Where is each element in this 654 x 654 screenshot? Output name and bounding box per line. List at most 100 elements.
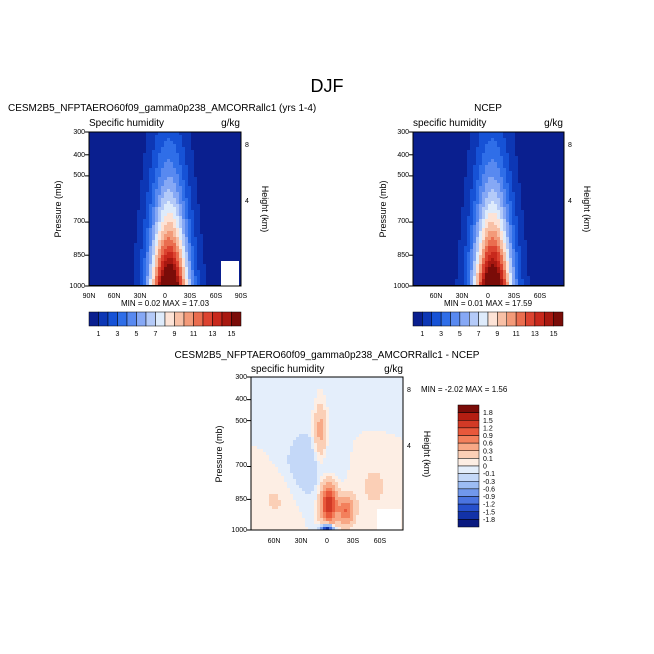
field-cell [212, 276, 216, 280]
field-cell [203, 255, 207, 259]
field-cell [443, 243, 447, 247]
field-cell [221, 162, 225, 166]
field-cell [116, 144, 120, 148]
field-cell [209, 276, 213, 280]
field-cell [467, 153, 471, 157]
field-cell [491, 234, 495, 238]
field-cell [230, 222, 234, 226]
field-cell [479, 132, 483, 136]
field-cell [215, 261, 219, 265]
field-cell [509, 249, 513, 253]
field-cell [467, 168, 471, 172]
field-cell [143, 141, 147, 145]
field-cell [524, 135, 528, 139]
field-cell [215, 228, 219, 232]
field-cell [146, 183, 150, 187]
field-cell [206, 243, 210, 247]
field-cell [554, 258, 558, 262]
field-cell [413, 177, 417, 181]
plot-area-ncep [413, 132, 564, 286]
field-cell [434, 174, 438, 178]
field-cell [233, 228, 237, 232]
field-cell [557, 165, 561, 169]
field-cell [518, 255, 522, 259]
field-cell [155, 159, 159, 163]
field-cell [140, 279, 144, 283]
field-cell [488, 207, 492, 211]
field-cell [467, 195, 471, 199]
field-cell [455, 207, 459, 211]
field-cell [536, 216, 540, 220]
field-cell [503, 195, 507, 199]
field-cell [185, 186, 189, 190]
field-cell [482, 231, 486, 235]
field-cell [443, 261, 447, 265]
field-cell [434, 183, 438, 187]
field-cell [107, 237, 111, 241]
field-cell [494, 132, 498, 136]
field-cell [173, 234, 177, 238]
field-cell [98, 213, 102, 217]
field-cell [476, 255, 480, 259]
field-cell [524, 243, 528, 247]
field-cell [512, 225, 516, 229]
field-cell [443, 222, 447, 226]
field-cell [125, 189, 129, 193]
field-cell [554, 198, 558, 202]
field-cell [527, 237, 531, 241]
field-cell [470, 228, 474, 232]
field-cell [182, 258, 186, 262]
field-cell [458, 177, 462, 181]
field-cell [521, 237, 525, 241]
field-cell [425, 186, 429, 190]
field-cell [188, 225, 192, 229]
field-cell [179, 255, 183, 259]
field-cell [110, 276, 114, 280]
field-cell [500, 246, 504, 250]
field-cell [179, 192, 183, 196]
field-cell [461, 141, 465, 145]
field-cell [206, 276, 210, 280]
field-cell [224, 165, 228, 169]
field-cell [194, 249, 198, 253]
field-cell [560, 246, 564, 250]
field-cell [425, 135, 429, 139]
field-cell [203, 222, 207, 226]
field-cell [143, 132, 147, 136]
field-cell [437, 138, 441, 142]
field-cell [107, 147, 111, 151]
field-cell [140, 219, 144, 223]
field-cell [191, 162, 195, 166]
field-cell [179, 147, 183, 151]
field-cell [149, 168, 153, 172]
field-cell [509, 156, 513, 160]
field-cell [467, 237, 471, 241]
field-cell [437, 192, 441, 196]
field-cell [464, 252, 468, 256]
field-cell [485, 216, 489, 220]
field-cell [428, 165, 432, 169]
field-cell [452, 132, 456, 136]
field-cell [161, 195, 165, 199]
field-cell [164, 225, 168, 229]
field-cell [494, 165, 498, 169]
field-cell [161, 192, 165, 196]
field-cell [560, 237, 564, 241]
field-cell [491, 186, 495, 190]
field-cell [164, 270, 168, 274]
field-cell [437, 189, 441, 193]
field-cell [560, 153, 564, 157]
field-cell [197, 231, 201, 235]
field-cell [128, 252, 132, 256]
field-cell [188, 279, 192, 283]
field-cell [98, 207, 102, 211]
field-cell [188, 216, 192, 220]
field-cell [497, 195, 501, 199]
field-cell [452, 255, 456, 259]
field-cell [452, 258, 456, 262]
field-cell [440, 144, 444, 148]
field-cell [170, 210, 174, 214]
field-cell [95, 264, 99, 268]
field-cell [170, 177, 174, 181]
field-cell [170, 213, 174, 217]
